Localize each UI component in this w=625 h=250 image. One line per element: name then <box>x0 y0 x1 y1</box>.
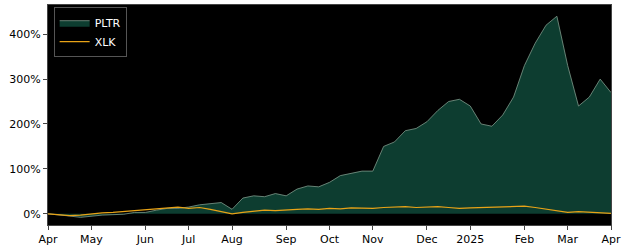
svg-text:Oct: Oct <box>320 233 340 246</box>
svg-text:2025: 2025 <box>456 233 484 246</box>
svg-text:Jul: Jul <box>181 233 195 246</box>
svg-text:Nov: Nov <box>362 233 384 246</box>
svg-text:Apr: Apr <box>601 233 621 246</box>
svg-text:Feb: Feb <box>515 233 534 246</box>
svg-text:PLTR: PLTR <box>95 17 121 30</box>
svg-text:Sep: Sep <box>276 233 297 246</box>
svg-text:Apr: Apr <box>38 233 58 246</box>
svg-text:300%: 300% <box>9 73 40 86</box>
svg-text:May: May <box>80 233 103 246</box>
svg-text:400%: 400% <box>9 28 40 41</box>
svg-text:Jun: Jun <box>136 233 154 246</box>
svg-text:100%: 100% <box>9 163 40 176</box>
svg-text:Dec: Dec <box>416 233 437 246</box>
svg-text:0%: 0% <box>23 208 40 221</box>
svg-text:XLK: XLK <box>95 36 117 49</box>
svg-text:Aug: Aug <box>221 233 242 246</box>
svg-text:Mar: Mar <box>557 233 578 246</box>
svg-text:200%: 200% <box>9 118 40 131</box>
